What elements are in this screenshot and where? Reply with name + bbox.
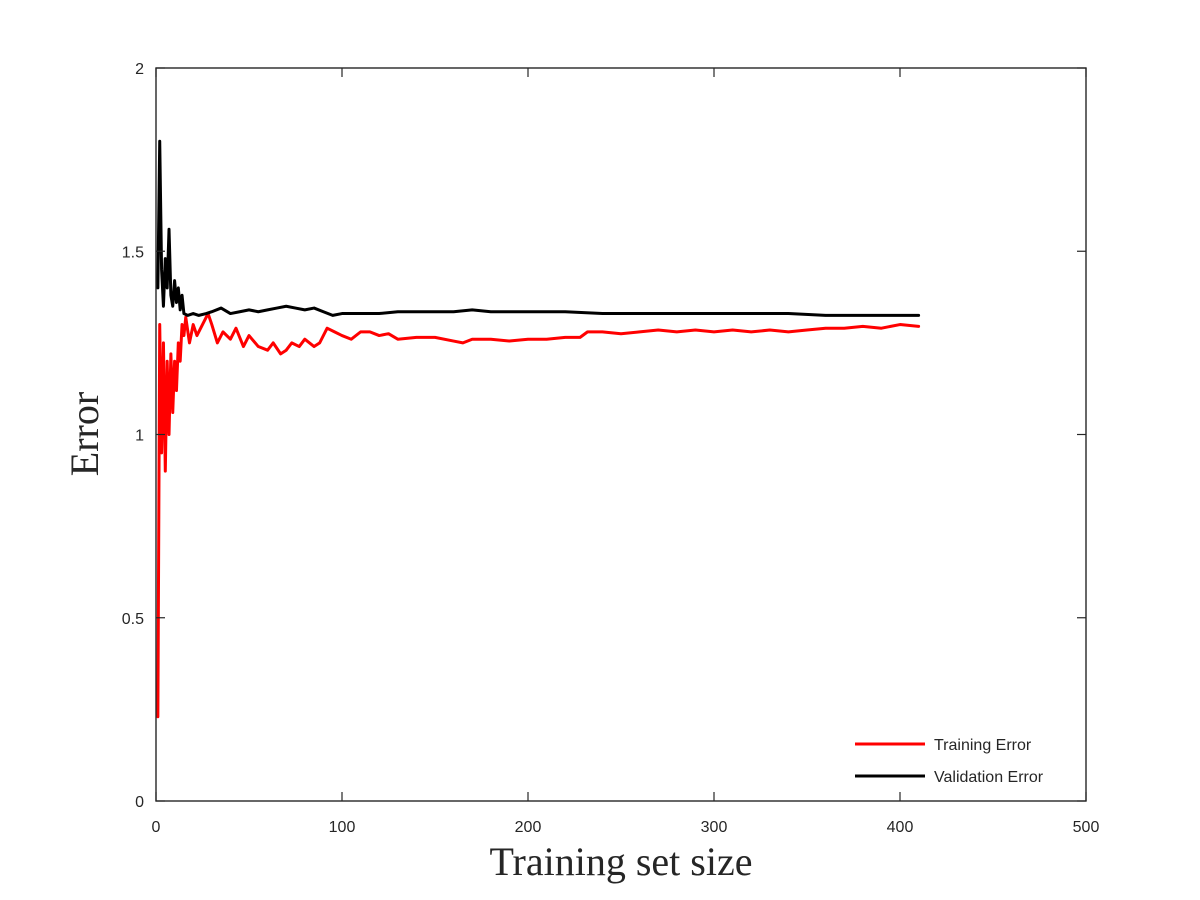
y-tick-label: 1.5 (122, 244, 144, 261)
ticks-layer: 0 100 200 300 400 500 0 0.5 1 1.5 2 (122, 61, 1100, 836)
y-axis-label: Error (62, 392, 107, 476)
series-layer (156, 139, 921, 719)
y-tick-label: 1 (135, 428, 144, 445)
x-tick-label: 400 (887, 819, 914, 836)
legend: Training Error Validation Error (855, 737, 1044, 786)
x-tick-label: 500 (1073, 819, 1100, 836)
series-line-1 (156, 312, 921, 719)
x-tick-label: 300 (701, 819, 728, 836)
x-tick-label: 0 (152, 819, 161, 836)
legend-label-2: Validation Error (934, 769, 1044, 786)
series-line-2 (156, 139, 921, 317)
plot-area (156, 68, 1086, 801)
y-tick-label: 2 (135, 61, 144, 78)
x-tick-label: 200 (515, 819, 542, 836)
legend-label-1: Training Error (934, 737, 1032, 754)
y-tick-label: 0 (135, 794, 144, 811)
y-tick-label: 0.5 (122, 611, 144, 628)
x-axis-label: Training set size (490, 839, 753, 884)
x-tick-label: 100 (329, 819, 356, 836)
